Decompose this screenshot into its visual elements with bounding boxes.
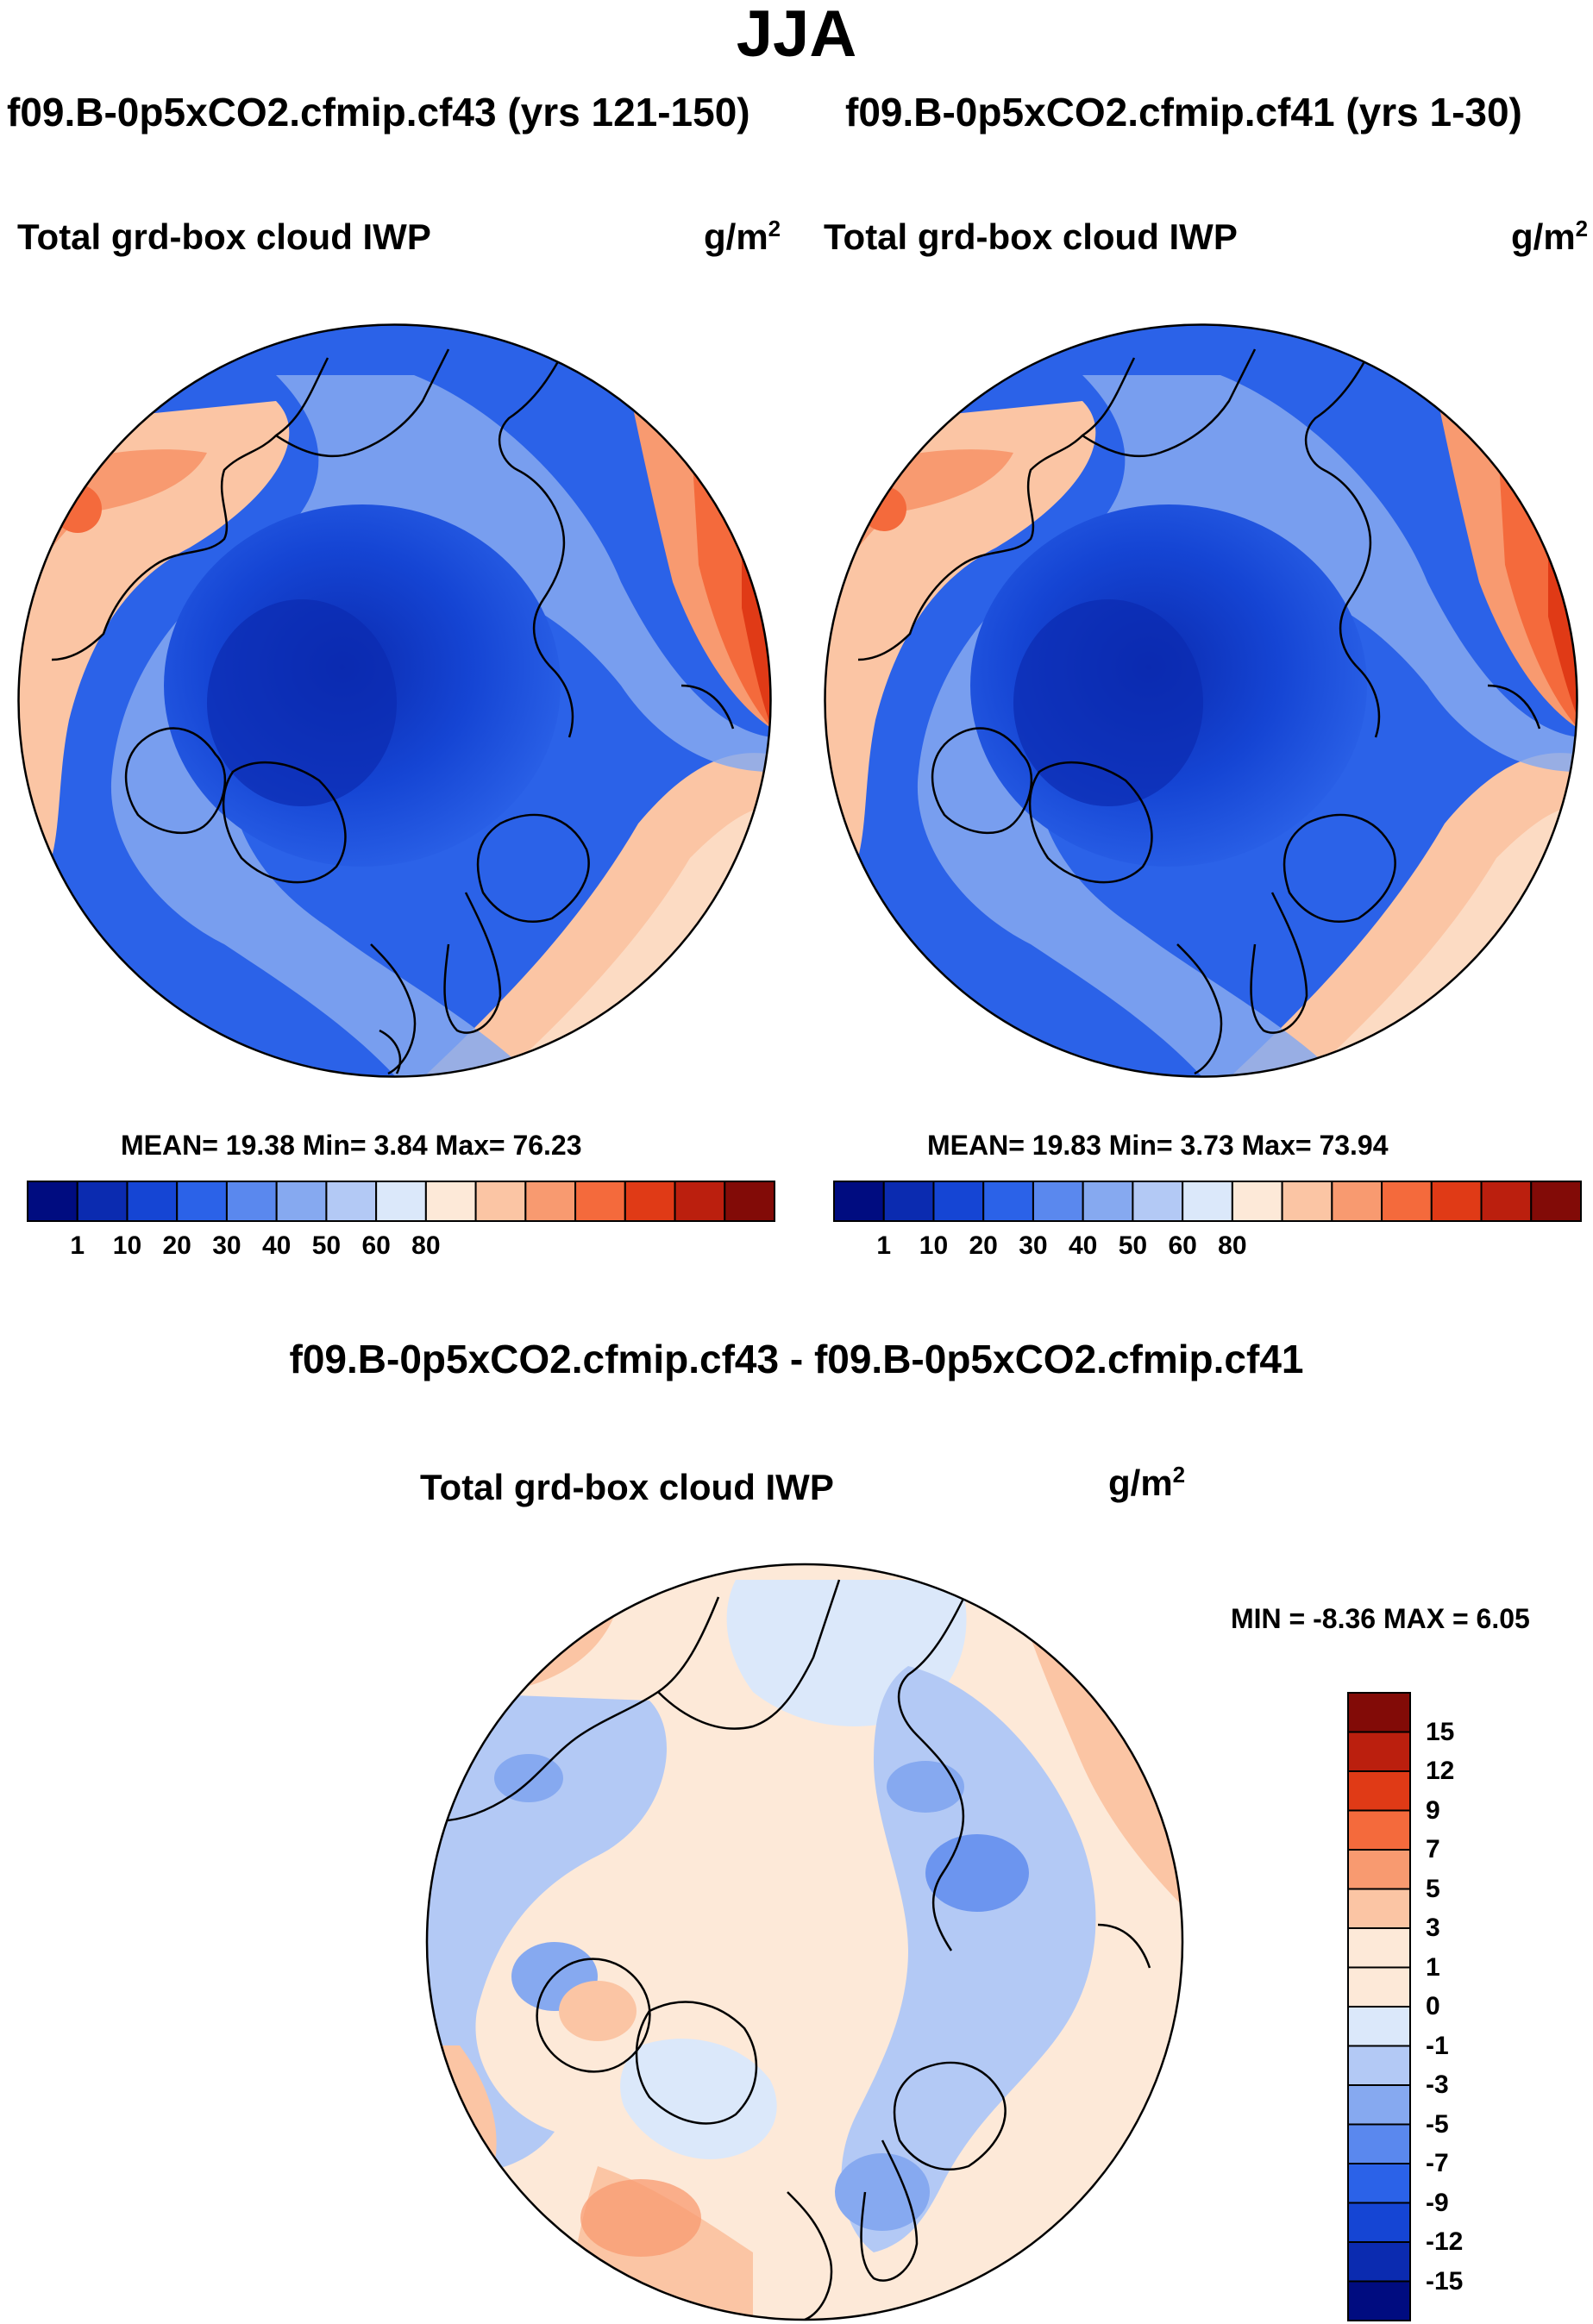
difference-colorbar-swatch <box>1347 1692 1411 1733</box>
panel-1-colorbar-swatch <box>524 1181 577 1222</box>
difference-colorbar-swatch <box>1347 2202 1411 2243</box>
panel-2-colorbar-swatch <box>982 1181 1034 1222</box>
difference-colorbar-swatch <box>1347 1809 1411 1851</box>
difference-colorbar-tick-label: -3 <box>1426 2070 1449 2099</box>
negative-anomaly-region <box>427 1692 667 2173</box>
difference-colorbar-swatch <box>1347 1927 1411 1969</box>
difference-colorbar-swatch <box>1347 1731 1411 1772</box>
difference-colorbar-tick-label: 7 <box>1426 1835 1440 1864</box>
difference-colorbar-swatch <box>1347 2006 1411 2047</box>
panel-2-colorbar <box>833 1181 1582 1222</box>
difference-colorbar-tick-label: -15 <box>1426 2266 1464 2296</box>
panel-2-variable: Total grd-box cloud IWP <box>824 216 1238 257</box>
panel-1-colorbar-swatch <box>275 1181 328 1222</box>
panel-1-variable: Total grd-box cloud IWP <box>17 216 431 257</box>
difference-colorbar-tick-label: 3 <box>1426 1914 1440 1942</box>
panel-2-colorbar-swatch <box>1032 1181 1084 1222</box>
panel-2-colorbar-tick-label: 30 <box>1019 1231 1048 1260</box>
panel-2-colorbar-tick-label: 60 <box>1168 1231 1197 1260</box>
panel-1-colorbar-swatch <box>27 1181 78 1222</box>
panel-1-colorbar-swatch <box>176 1181 228 1222</box>
panel-1-colorbar-swatch <box>375 1181 427 1222</box>
panel-2-colorbar-swatch <box>1331 1181 1383 1222</box>
panel-2-stats: MEAN= 19.83 Min= 3.73 Max= 73.94 <box>927 1130 1389 1161</box>
difference-colorbar-swatch <box>1347 2123 1411 2164</box>
panel-1-colorbar-swatch <box>674 1181 726 1222</box>
panel-1-colorbar-swatch <box>724 1181 775 1222</box>
difference-units: g/m2 <box>1108 1462 1186 1503</box>
difference-variable: Total grd-box cloud IWP <box>420 1467 834 1507</box>
panel-1-colorbar-tick-label: 60 <box>361 1231 391 1260</box>
difference-colorbar-swatch <box>1347 2084 1411 2126</box>
panel-1-colorbar-swatch <box>474 1181 527 1222</box>
panel-2-colorbar-tick-label: 80 <box>1218 1231 1247 1260</box>
difference-colorbar-tick-label: -5 <box>1426 2109 1449 2139</box>
panel-1-colorbar-swatch <box>325 1181 378 1222</box>
panel-2-colorbar-swatch <box>1281 1181 1333 1222</box>
panel-1-colorbar-swatch <box>225 1181 278 1222</box>
difference-colorbar-tick-label: 0 <box>1426 1992 1440 2020</box>
panel-1-colorbar-tick-label: 20 <box>162 1231 191 1260</box>
panel-1-colorbar-swatch <box>624 1181 676 1222</box>
panel-1-polar-map <box>17 323 772 1078</box>
panel-2-colorbar-swatch <box>1082 1181 1134 1222</box>
panel-2-case-title: f09.B-0p5xCO2.cfmip.cf41 (yrs 1-30) <box>845 90 1522 135</box>
panel-2-colorbar-swatch <box>1182 1181 1233 1222</box>
panel-1-stats: MEAN= 19.38 Min= 3.84 Max= 76.23 <box>121 1130 582 1161</box>
difference-coastlines <box>433 1579 1151 2320</box>
panel-2-colorbar-swatch <box>1132 1181 1184 1222</box>
difference-colorbar-tick-label: -9 <box>1426 2188 1449 2217</box>
panel-1-colorbar-tick-label: 50 <box>311 1231 342 1260</box>
difference-polar-map <box>425 1563 1184 2321</box>
panel-1-colorbar-tick-label: 10 <box>112 1231 142 1260</box>
panel-2-colorbar-tick-label: 1 <box>876 1231 892 1260</box>
difference-colorbar-tick-label: 5 <box>1426 1874 1440 1903</box>
difference-colorbar-swatch <box>1347 2163 1411 2204</box>
panel-1-case-title: f09.B-0p5xCO2.cfmip.cf43 (yrs 121-150) <box>7 90 750 135</box>
panel-2-colorbar-tick-label: 50 <box>1118 1231 1148 1260</box>
panel-1-units: g/m2 <box>704 216 781 257</box>
panel-1-colorbar-tick-label: 40 <box>261 1231 292 1260</box>
coastlines <box>51 340 735 1075</box>
panel-2-colorbar-swatch <box>882 1181 935 1222</box>
panel-2-colorbar-swatch <box>1480 1181 1533 1222</box>
difference-colorbar-tick-label: 12 <box>1426 1757 1455 1785</box>
difference-colorbar-swatch <box>1347 1888 1411 1929</box>
difference-colorbar-swatch <box>1347 1770 1411 1812</box>
panel-2-colorbar-tick-label: 20 <box>969 1231 998 1260</box>
difference-colorbar-tick-label: -7 <box>1426 2149 1449 2177</box>
difference-colorbar-tick-label: 1 <box>1426 1952 1440 1982</box>
panel-2-colorbar-swatch <box>1530 1181 1582 1222</box>
panel-2-polar-map <box>824 323 1578 1078</box>
difference-colorbar-swatch <box>1347 2241 1411 2283</box>
panel-2-colorbar-swatch <box>932 1181 985 1222</box>
difference-colorbar-tick-label: -1 <box>1426 2031 1449 2060</box>
difference-colorbar <box>1347 1692 1411 2321</box>
panel-1-colorbar-swatch <box>126 1181 179 1222</box>
difference-colorbar-tick-label: 9 <box>1426 1795 1440 1825</box>
difference-colorbar-swatch <box>1347 1966 1411 2008</box>
panel-2-colorbar-swatch <box>1231 1181 1283 1222</box>
panel-1-colorbar-swatch <box>76 1181 129 1222</box>
difference-title: f09.B-0p5xCO2.cfmip.cf43 - f09.B-0p5xCO2… <box>289 1337 1304 1381</box>
panel-2-colorbar-swatch <box>833 1181 885 1222</box>
panel-1-colorbar-tick-label: 80 <box>411 1231 441 1260</box>
panel-2-colorbar-swatch <box>1430 1181 1483 1222</box>
panel-1-colorbar-swatch <box>574 1181 626 1222</box>
difference-colorbar-tick-label: -12 <box>1426 2227 1464 2256</box>
difference-minmax: MIN = -8.36 MAX = 6.05 <box>1231 1603 1530 1634</box>
panel-1-colorbar-swatch <box>424 1181 477 1222</box>
panel-1-colorbar-tick-label: 30 <box>212 1231 241 1260</box>
difference-colorbar-swatch <box>1347 2280 1411 2321</box>
figure-title: JJA <box>736 0 857 71</box>
panel-1-colorbar <box>27 1181 775 1222</box>
difference-colorbar-swatch <box>1347 1849 1411 1890</box>
panel-2-colorbar-tick-label: 40 <box>1068 1231 1098 1260</box>
panel-2-colorbar-tick-label: 10 <box>919 1231 949 1260</box>
difference-colorbar-swatch <box>1347 2045 1411 2086</box>
panel-1-colorbar-tick-label: 1 <box>70 1231 85 1260</box>
difference-colorbar-tick-label: 15 <box>1426 1717 1455 1746</box>
panel-2-colorbar-swatch <box>1381 1181 1433 1222</box>
panel-2-units: g/m2 <box>1511 216 1589 257</box>
